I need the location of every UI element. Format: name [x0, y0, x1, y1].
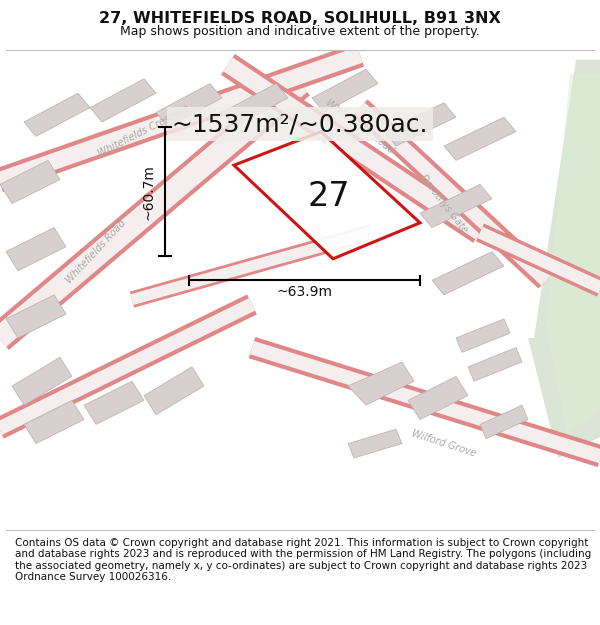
Text: ~1537m²/~0.380ac.: ~1537m²/~0.380ac.	[172, 112, 428, 136]
Polygon shape	[528, 59, 600, 458]
Polygon shape	[6, 295, 66, 338]
Polygon shape	[0, 161, 60, 204]
Text: ~63.9m: ~63.9m	[276, 286, 332, 299]
Text: Wilford Grove: Wilford Grove	[410, 429, 478, 459]
Polygon shape	[312, 69, 378, 112]
Polygon shape	[348, 429, 402, 458]
Polygon shape	[468, 348, 522, 381]
Polygon shape	[24, 401, 84, 444]
Polygon shape	[384, 102, 456, 146]
Polygon shape	[222, 84, 288, 127]
Polygon shape	[456, 319, 510, 352]
Text: ~60.7m: ~60.7m	[142, 164, 156, 219]
Text: Map shows position and indicative extent of the property.: Map shows position and indicative extent…	[120, 24, 480, 38]
Polygon shape	[84, 381, 144, 424]
Polygon shape	[12, 357, 72, 405]
Polygon shape	[480, 405, 528, 439]
Polygon shape	[6, 228, 66, 271]
Polygon shape	[156, 84, 222, 127]
Polygon shape	[408, 376, 468, 419]
Text: Whitefields Road: Whitefields Road	[324, 98, 396, 156]
Text: 27, WHITEFIELDS ROAD, SOLIHULL, B91 3NX: 27, WHITEFIELDS ROAD, SOLIHULL, B91 3NX	[99, 11, 501, 26]
Polygon shape	[420, 184, 492, 228]
Text: Whitefields Road: Whitefields Road	[64, 218, 128, 285]
Polygon shape	[546, 74, 600, 434]
Text: Dorothys Gate: Dorothys Gate	[418, 173, 470, 234]
Polygon shape	[444, 118, 516, 161]
Polygon shape	[144, 367, 204, 415]
Polygon shape	[24, 93, 90, 136]
Text: Contains OS data © Crown copyright and database right 2021. This information is : Contains OS data © Crown copyright and d…	[15, 538, 591, 582]
Text: 27: 27	[307, 180, 350, 213]
Polygon shape	[432, 252, 504, 295]
Text: Whitefields Crescent: Whitefields Crescent	[97, 104, 191, 159]
Polygon shape	[348, 362, 414, 405]
Polygon shape	[90, 79, 156, 122]
Polygon shape	[234, 132, 420, 259]
